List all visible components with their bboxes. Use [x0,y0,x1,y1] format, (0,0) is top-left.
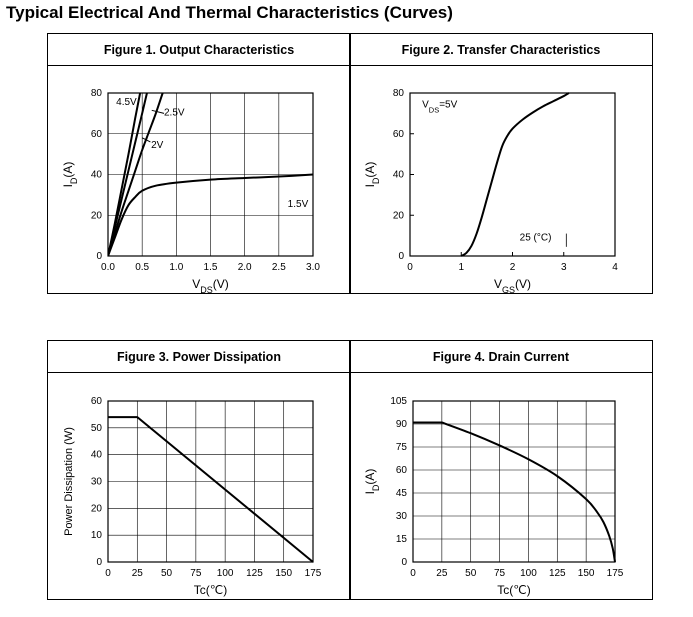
x-tick-label: 3 [561,262,567,273]
y-tick-label: 20 [393,210,405,221]
x-tick-label: 0 [105,568,111,579]
series-line-25-c- [460,92,570,257]
x-axis-label: Tc(℃) [497,583,530,597]
y-tick-label: 20 [91,503,103,514]
x-tick-label: 75 [494,568,506,579]
x-tick-label: 2.0 [238,262,252,273]
y-tick-label: 60 [396,465,408,476]
annotation-label: 2.5V [164,107,185,118]
annotation-label: 4.5V [116,97,137,108]
series-line-2v [108,92,164,257]
figure-drain-current: Figure 4. Drain Current 0 25 50 75 100 125 150… [349,340,653,600]
y-tick-label: 0 [398,251,404,262]
x-tick-label: 125 [549,568,566,579]
plot-frame [107,400,314,563]
x-tick-label: 0.0 [101,262,115,273]
annotation-label: 25 (°C) [520,233,552,244]
x-tick-label: 50 [465,568,477,579]
x-tick-label: 150 [275,568,292,579]
y-tick-label: 0 [401,557,407,568]
y-tick-label: 60 [393,129,405,140]
figure-transfer-characteristics: Figure 2. Transfer Characteristics 0 1 2 3 4… [349,33,653,295]
x-axis-label: VGS(V) [494,277,531,295]
y-tick-label: 105 [390,396,407,407]
figure-output-characteristics: Figure 1. Output Characteristics 0.0 0.5 1… [47,33,351,295]
figure-title: Figure 1. Output Characteristics [48,34,350,66]
series-line-curve-0 [108,416,314,563]
y-tick-label: 30 [91,477,103,488]
y-tick-label: 60 [91,396,103,407]
y-tick-label: 45 [396,488,408,499]
x-tick-label: 0 [407,262,413,273]
x-axis-label: VDS(V) [192,277,229,295]
drain-current-chart: 0 25 50 75 100 125 150 175 0 15 30 45 60 75 90 105 Tc(℃)… [363,396,624,597]
y-axis-label: ID(A) [363,469,381,495]
x-tick-label: 150 [578,568,595,579]
x-tick-label: 75 [190,568,202,579]
plot-frame [412,400,616,563]
annotation-label: VDS=5V [422,99,457,114]
annotation-label: 1.5V [288,199,309,210]
y-tick-label: 50 [91,423,103,434]
y-tick-label: 40 [393,170,405,181]
x-tick-label: 175 [607,568,624,579]
x-tick-label: 0 [410,568,416,579]
x-tick-label: 175 [305,568,322,579]
output-characteristics-chart: 0.0 0.5 1.0 1.5 2.0 2.5 3.0 0 20 40 60 80 VDS(V) ID(A… [61,88,320,295]
y-tick-label: 30 [396,511,408,522]
x-tick-label: 1 [458,262,464,273]
page-title: Typical Electrical And Thermal Character… [6,3,453,22]
x-tick-label: 2.5 [272,262,286,273]
series-line-1-5v [108,173,314,257]
y-tick-label: 0 [96,557,102,568]
y-axis-label: Power Dissipation (W) [63,427,75,536]
y-tick-label: 80 [393,88,405,99]
x-tick-label: 25 [436,568,448,579]
x-tick-label: 100 [520,568,537,579]
figure-power-dissipation: Figure 3. Power Dissipation 0 25 50 75 100 12… [47,340,351,600]
x-tick-label: 1.5 [204,262,218,273]
annotation-leader [141,137,151,143]
annotation-label: 2V [151,140,164,151]
y-tick-label: 40 [91,450,103,461]
y-tick-label: 90 [396,419,408,430]
plot-frame [409,92,616,257]
series-line-curve-0 [413,421,616,563]
x-tick-label: 1.0 [169,262,183,273]
x-tick-label: 125 [246,568,263,579]
x-tick-label: 3.0 [306,262,320,273]
x-tick-label: 100 [217,568,234,579]
y-axis-label: ID(A) [363,162,381,188]
y-axis-label: ID(A) [61,162,79,188]
x-tick-label: 25 [132,568,144,579]
y-tick-label: 40 [91,170,103,181]
x-tick-label: 0.5 [135,262,149,273]
y-tick-label: 20 [91,210,103,221]
y-tick-label: 15 [396,534,408,545]
figure-title: Figure 2. Transfer Characteristics [350,34,652,66]
x-axis-label: Tc(℃) [194,583,227,597]
x-tick-label: 4 [612,262,618,273]
annotation-leader [151,109,165,114]
y-tick-label: 80 [91,88,103,99]
x-tick-label: 50 [161,568,173,579]
power-dissipation-chart: 0 25 50 75 100 125 150 175 0 10 20 30 40 50 60 Tc(℃) Pow… [63,396,322,597]
y-tick-label: 75 [396,442,408,453]
y-tick-label: 60 [91,129,103,140]
figure-title: Figure 4. Drain Current [350,341,652,373]
y-tick-label: 0 [96,251,102,262]
x-tick-label: 2 [510,262,516,273]
y-tick-label: 10 [91,530,103,541]
figure-title: Figure 3. Power Dissipation [48,341,350,373]
series-line-2-5v [108,92,148,257]
